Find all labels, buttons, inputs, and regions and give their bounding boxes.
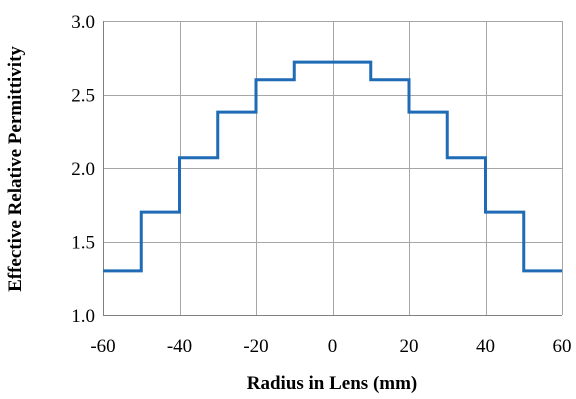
y-tick-label: 2.5 — [71, 86, 95, 107]
x-tick-label: 40 — [476, 336, 495, 357]
x-tick-label: -60 — [90, 336, 115, 357]
x-axis-title: Radius in Lens (mm) — [247, 373, 418, 394]
y-axis-title: Effective Relative Permittivity — [5, 46, 26, 292]
x-tick-label: 0 — [328, 336, 338, 357]
x-tick-label: 60 — [553, 336, 572, 357]
x-tick-label: 20 — [400, 336, 419, 357]
x-tick-label: -40 — [167, 336, 192, 357]
y-tick-labels: 1.0 1.5 2.0 2.5 3.0 — [71, 12, 95, 327]
y-tick-label: 2.0 — [71, 159, 95, 180]
series-layer — [103, 60, 562, 273]
grid-lines — [103, 21, 563, 316]
series-line-0 — [103, 60, 562, 273]
plot-frame — [103, 21, 562, 316]
x-tick-label: -20 — [243, 336, 268, 357]
y-tick-label: 3.0 — [71, 12, 95, 33]
y-tick-label: 1.0 — [71, 306, 95, 327]
x-tick-labels: -60 -40 -20 0 20 40 60 — [90, 336, 571, 357]
y-tick-label: 1.5 — [71, 233, 95, 254]
